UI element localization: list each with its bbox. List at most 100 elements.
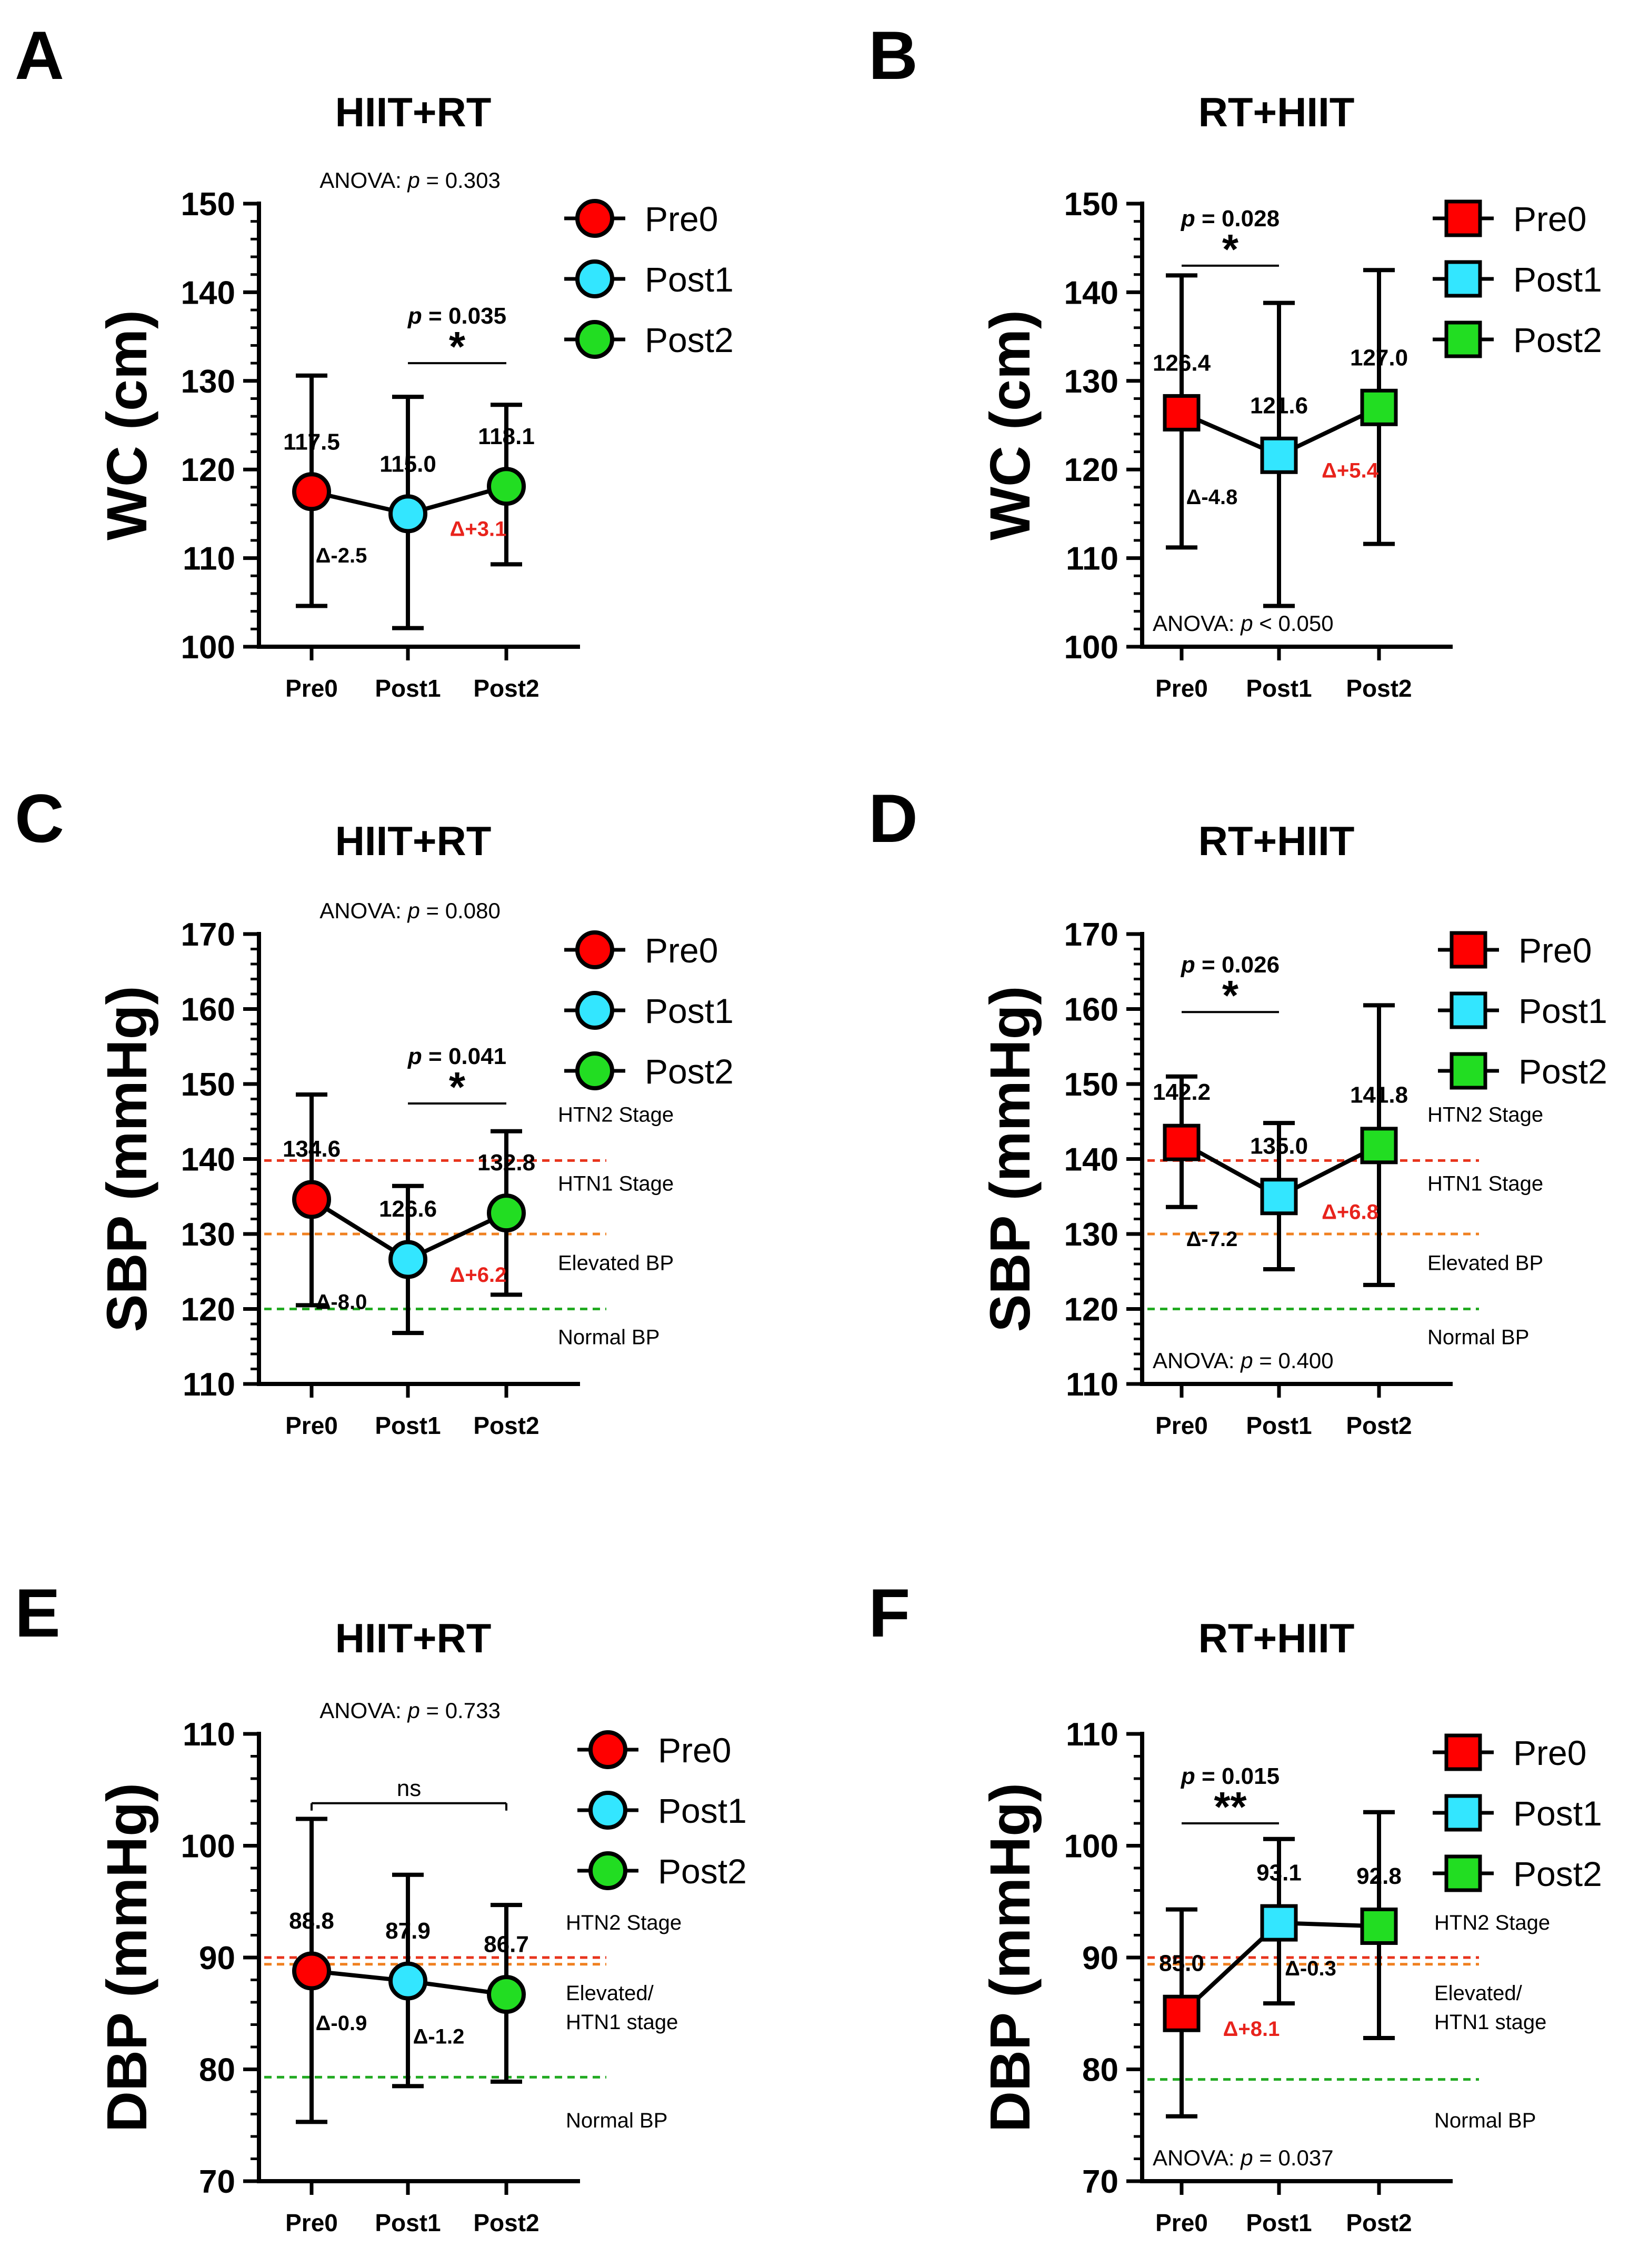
anova-p-symbol: p [1240,1348,1253,1373]
data-point-post2 [1360,1908,1398,1945]
legend-marker-post1 [1444,1794,1482,1832]
x-tick-label: Post2 [473,1412,539,1439]
legend-marker-pre0 [1444,199,1482,237]
data-label: 127.0 [1350,345,1408,370]
legend-label: Pre0 [658,1731,731,1770]
data-point-post1 [1260,1904,1298,1942]
panel-b: B RT+HIIT 100 110 120 130 140 150 WC (cm) Pre0 Pos… [868,17,1602,702]
data-label: 134.6 [283,1136,341,1162]
y-tick-label: 110 [1066,1367,1118,1403]
p-symbol: p [1181,206,1195,232]
legend-marker-post1 [575,991,614,1030]
data-point-pre0 [292,472,331,511]
y-tick-label: 130 [1064,364,1118,400]
zone-label: HTN2 Stage [566,1911,682,1934]
comparison-p-value: p = 0.026 [1181,952,1280,978]
y-axis-label: DBP (mmHg) [95,1783,158,2132]
y-tick-label: 90 [199,1940,235,1976]
y-tick-label: 140 [181,1142,235,1178]
y-tick-label: 90 [1082,1940,1118,1976]
y-tick-label: 140 [1064,1142,1118,1178]
p-symbol: p [1181,1763,1195,1789]
panel-c: C HIIT+RT 110 120 130 140 150 160 170 SBP (mmHg) P… [15,780,734,1439]
y-tick-label: 130 [181,364,235,400]
chart-title: RT+HIIT [1198,818,1355,864]
legend-label: Pre0 [645,931,718,970]
y-tick-label: 160 [181,992,235,1028]
data-label: 141.8 [1350,1082,1408,1108]
y-tick-label: 140 [181,275,235,311]
panel-letter: D [868,780,918,857]
anova-p-symbol: p [1240,611,1253,636]
panel-letter: E [15,1574,61,1651]
legend-marker-post2 [575,1051,614,1090]
p-value-text: = 0.041 [422,1043,506,1069]
legend-marker-post2 [1450,1052,1487,1090]
x-tick-label: Post2 [1346,1412,1412,1439]
x-tick-label: Post1 [1246,675,1312,702]
x-tick-label: Pre0 [1155,675,1208,702]
legend-marker-post2 [588,1851,627,1890]
delta-label: Δ+8.1 [1223,2018,1280,2041]
data-point-post1 [388,1240,427,1279]
panel-letter: C [15,780,64,857]
anova-text: ANOVA: p = 0.400 [1153,1348,1334,1373]
data-label: 142.2 [1153,1079,1211,1105]
delta-label: Δ-8.0 [316,1291,367,1314]
y-tick-label: 150 [181,186,235,223]
y-tick-label: 150 [181,1067,235,1103]
anova-text: ANOVA: p < 0.050 [1153,611,1334,636]
delta-label: Δ-4.8 [1186,486,1238,509]
panel-letter: B [868,17,918,94]
x-tick-label: Pre0 [285,1412,338,1439]
anova-prefix: ANOVA: [319,898,407,923]
zone-label: Normal BP [566,2109,667,2132]
x-tick-label: Post2 [473,2209,539,2236]
data-point-post1 [388,494,427,534]
x-tick-label: Post1 [375,2209,441,2236]
data-label: 132.8 [477,1150,535,1176]
data-label: 126.6 [379,1196,437,1222]
x-tick-label: Pre0 [285,2209,338,2236]
legend-marker-pre0 [575,199,614,238]
data-label: 118.1 [478,424,535,449]
data-point-pre0 [292,1951,331,1991]
panel-letter: F [868,1574,910,1651]
y-tick-label: 110 [183,541,235,577]
data-point-pre0 [1163,1994,1201,2032]
data-label: 85.0 [1159,1951,1204,1976]
x-tick-label: Post2 [1346,2209,1412,2236]
data-label: 117.5 [283,429,340,455]
significance-stars: * [449,1063,466,1110]
delta-label: Δ+5.4 [1322,459,1378,482]
y-axis-label: SBP (mmHg) [95,986,158,1332]
legend-label: Post1 [1518,991,1607,1030]
anova-p-symbol: p [406,898,419,923]
p-symbol: p [407,1043,422,1069]
x-tick-label: Post2 [1346,675,1412,702]
legend: Pre0 Post1 Post2 [1433,199,1602,359]
legend-label: Post1 [1513,260,1602,299]
y-tick-label: 170 [181,917,235,953]
zone-label: Normal BP [1434,2109,1536,2132]
x-tick-label: Post1 [1246,1412,1312,1439]
data-point-pre0 [1163,394,1201,431]
y-tick-label: 110 [1066,1717,1118,1753]
anova-value: = 0.400 [1253,1348,1334,1373]
legend-marker-pre0 [588,1730,627,1769]
data-point-post2 [1360,1127,1398,1165]
data-label: 93.1 [1256,1860,1302,1885]
legend: Pre0 Post1 Post2 [564,199,734,359]
data-point-pre0 [292,1180,331,1219]
p-symbol: p [1181,952,1195,978]
zone-label: Normal BP [558,1326,659,1349]
significance-stars: * [1222,226,1239,273]
zone-label: Normal BP [1427,1326,1529,1349]
legend-marker-post2 [1444,320,1482,358]
x-tick-label: Pre0 [1155,1412,1208,1439]
y-tick-label: 100 [181,1829,235,1865]
anova-text: ANOVA: p = 0.733 [319,1698,501,1723]
zone-label: HTN1 stage [566,2011,678,2034]
